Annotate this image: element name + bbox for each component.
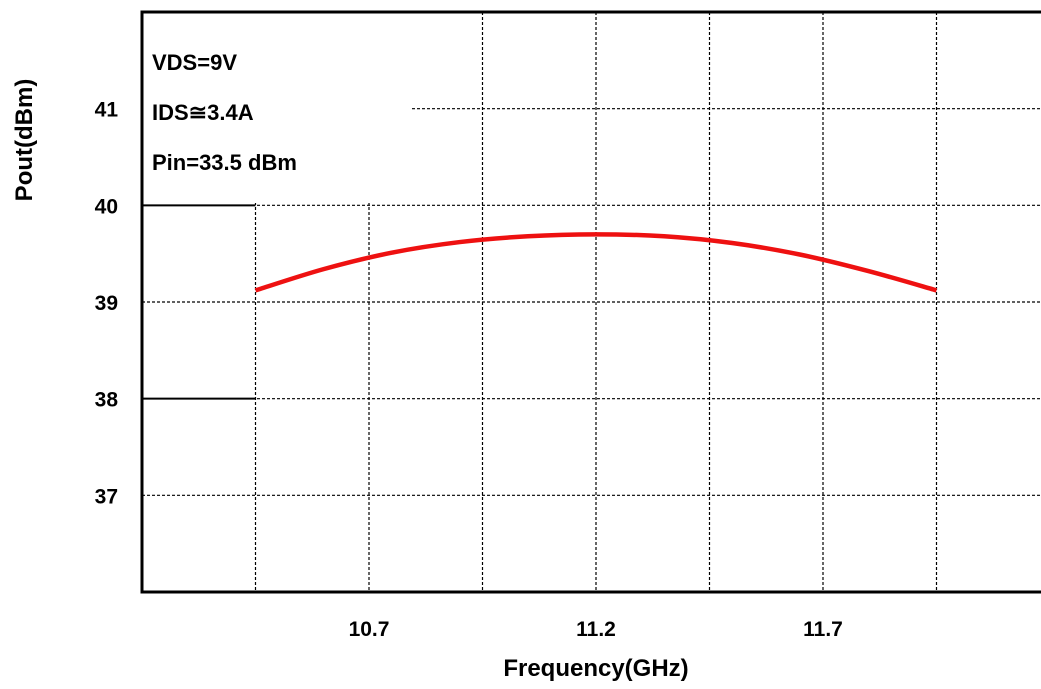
- y-tick-labels: 37 38 39 40 41: [95, 99, 119, 509]
- annotation-ids: IDS≅3.4A: [152, 100, 254, 125]
- conditions-box: VDS=9V IDS≅3.4A Pin=33.5 dBm: [142, 12, 412, 203]
- x-tick-labels: 10.7 11.2 11.7: [349, 618, 843, 641]
- plot-frame: [140, 10, 1041, 594]
- annotation-vds: VDS=9V: [152, 50, 237, 75]
- y-tick-label: 37: [95, 485, 118, 508]
- y-tick-label: 41: [95, 99, 119, 122]
- series-line-0: [254, 232, 938, 293]
- x-axis-label: Frequency(GHz): [503, 655, 688, 682]
- x-tick-label: 11.7: [803, 618, 843, 641]
- x-tick-label: 10.7: [349, 618, 390, 641]
- y-tick-label: 38: [95, 389, 119, 412]
- grid: [142, 12, 1041, 592]
- y-tick-label: 40: [95, 195, 118, 218]
- series-layer: [254, 232, 938, 293]
- conditions-box-background: [142, 12, 412, 203]
- y-axis-label: Pout(dBm): [11, 79, 38, 202]
- y-tick-label: 39: [95, 292, 118, 315]
- annotation-pin: Pin=33.5 dBm: [152, 150, 297, 175]
- x-tick-label: 11.2: [576, 618, 616, 641]
